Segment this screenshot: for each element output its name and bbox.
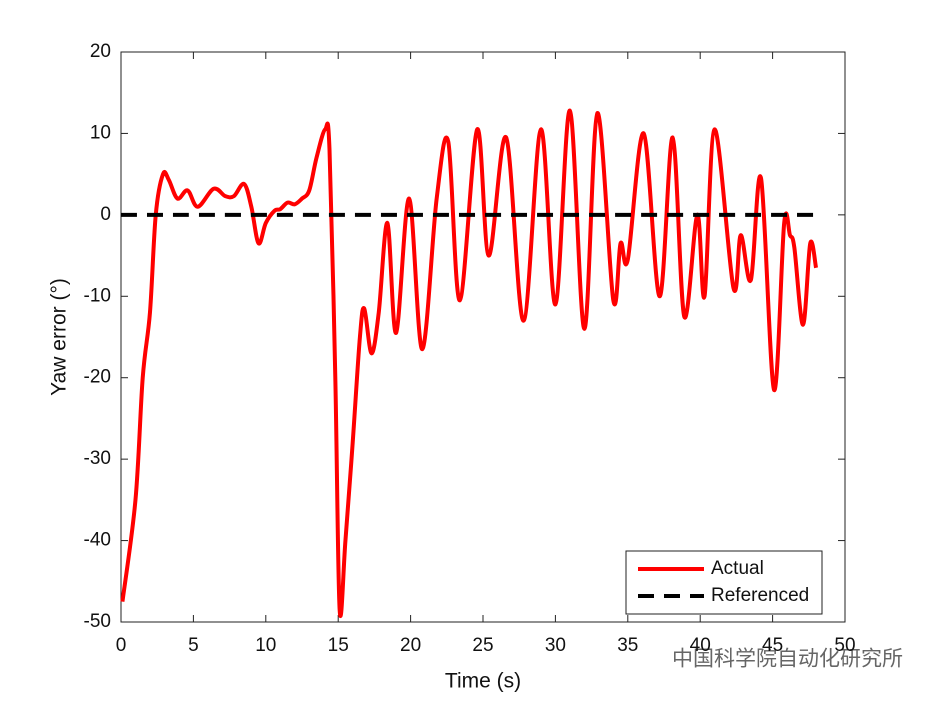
- x-tick-label: 5: [188, 635, 199, 656]
- x-tick-label: 25: [472, 635, 493, 656]
- x-tick-label: 15: [328, 635, 349, 656]
- y-tick-label: 20: [90, 41, 111, 62]
- legend-label: Actual: [711, 558, 764, 579]
- x-tick-label: 30: [545, 635, 566, 656]
- y-tick-label: -10: [84, 285, 111, 306]
- y-tick-label: 10: [90, 122, 111, 143]
- watermark: 中国科学院自动化研究所: [672, 648, 903, 671]
- legend-box: [625, 550, 823, 615]
- y-tick-label: -30: [84, 448, 111, 469]
- legend-label: Referenced: [711, 585, 809, 606]
- y-tick-label: -20: [84, 367, 111, 388]
- x-tick-label: 40: [690, 635, 711, 656]
- x-tick-label: 10: [255, 635, 276, 656]
- y-tick-label: 0: [100, 204, 111, 225]
- x-tick-label: 45: [762, 635, 783, 656]
- series-line: [120, 108, 819, 619]
- y-tick-label: -50: [84, 611, 111, 632]
- x-axis-label: Time (s): [445, 670, 521, 693]
- plot-area: [120, 51, 846, 623]
- y-tick-label: -40: [84, 530, 111, 551]
- x-tick-label: 50: [834, 635, 855, 656]
- y-axis-label: Yaw error (°): [48, 278, 71, 396]
- x-tick-label: 0: [116, 635, 127, 656]
- x-tick-label: 35: [617, 635, 638, 656]
- x-tick-label: 20: [400, 635, 421, 656]
